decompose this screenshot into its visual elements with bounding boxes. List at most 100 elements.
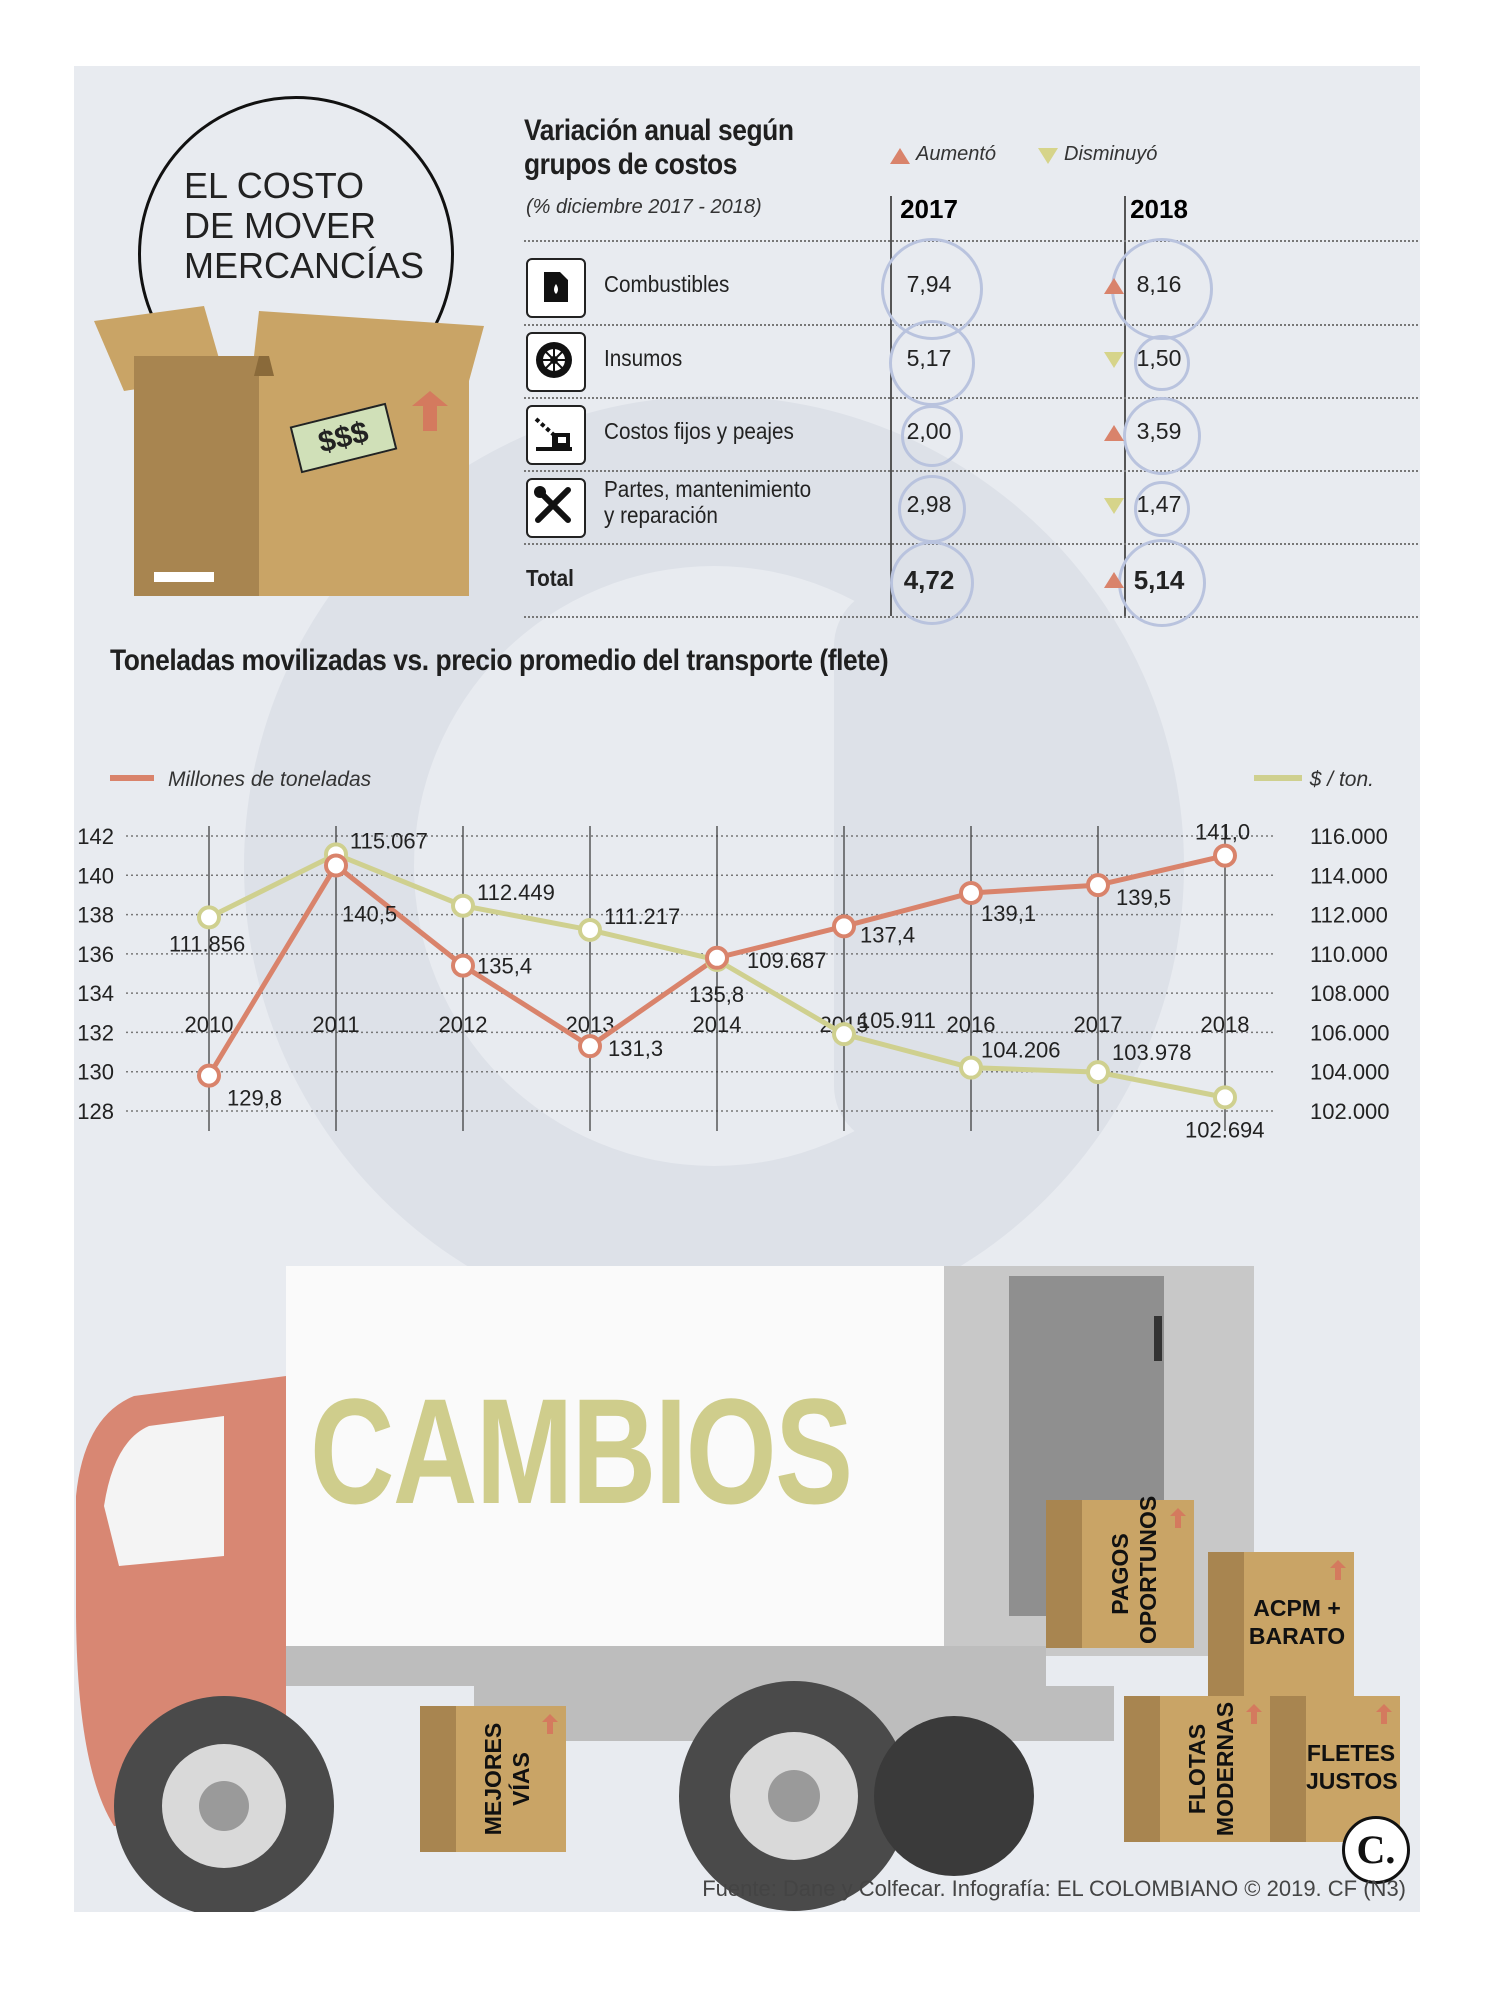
x-tick-label: 2014 [693, 1012, 742, 1037]
row-label: Partes, mantenimiento y reparación [604, 476, 811, 528]
up-arrow-icon [1330, 1560, 1346, 1580]
data-point-price [832, 1022, 856, 1047]
box-side [420, 1706, 456, 1852]
col-header-2017: 2017 [900, 194, 958, 224]
box-side [1208, 1552, 1244, 1696]
y-right-tick-label: 104.000 [1310, 1060, 1390, 1085]
table-rule [524, 324, 1420, 326]
data-point-tons [832, 914, 856, 939]
toll-gate-icon [526, 405, 586, 465]
up-triangle-icon [1104, 572, 1124, 588]
data-label-price: 112.449 [477, 880, 555, 905]
table-rule [524, 397, 1420, 399]
row-label: Costos fijos y peajes [604, 418, 794, 444]
value-ring [901, 405, 963, 467]
up-arrow-icon [1170, 1508, 1186, 1528]
row-label-line: y reparación [604, 502, 718, 528]
y-left-tick-label: 134 [77, 981, 114, 1006]
y-right-tick-label: 106.000 [1310, 1020, 1390, 1045]
y-right-tick-label: 102.000 [1310, 1099, 1390, 1124]
box-label: MEJORES VÍAS [479, 1709, 535, 1849]
data-point-price [451, 893, 475, 918]
x-tick-label: 2018 [1201, 1012, 1250, 1037]
data-point-price [578, 917, 602, 942]
down-triangle-icon [1104, 352, 1124, 368]
up-triangle-icon [890, 148, 910, 164]
box-label-line: FLOTAS [1184, 1723, 1210, 1815]
down-triangle-icon [1104, 498, 1124, 514]
box-label: PAGOS OPORTUNOS [1106, 1495, 1162, 1644]
box-label-line: BARATO [1248, 1623, 1346, 1649]
table-rule [524, 470, 1420, 472]
data-label-tons: 131,3 [608, 1036, 663, 1061]
data-label-price: 104.206 [981, 1038, 1061, 1063]
up-arrow-icon [542, 1714, 558, 1734]
data-label-price: 102.694 [1185, 1117, 1265, 1142]
cardboard-box: PAGOS OPORTUNOS [1046, 1495, 1194, 1648]
y-right-tick-label: 110.000 [1310, 942, 1388, 967]
y-right-tick-label: 114.000 [1310, 863, 1388, 888]
row-label: Insumos [604, 345, 683, 371]
value-ring [1123, 397, 1201, 475]
data-point-price [1213, 1085, 1237, 1110]
table-title-line: grupos de costos [524, 148, 738, 181]
y-right-tick-label: 108.000 [1310, 981, 1390, 1006]
data-point-tons [451, 953, 475, 978]
header-title: EL COSTO DE MOVER MERCANCÍAS [184, 166, 424, 286]
x-tick-label: 2012 [439, 1012, 488, 1037]
up-arrow-icon [1246, 1704, 1262, 1724]
header-title-line: DE MOVER [184, 205, 377, 246]
box-label: FLETES JUSTOS [1306, 1739, 1398, 1795]
box-side [1046, 1500, 1082, 1648]
header-title-line: MERCANCÍAS [184, 245, 425, 286]
table-rule [524, 543, 1420, 545]
table-title-line: Variación anual según [524, 114, 794, 147]
legend-up: Aumentó [916, 143, 997, 165]
box-label: FLOTAS MODERNAS [1183, 1699, 1239, 1839]
cardboard-box-icon [94, 306, 484, 596]
value-2017: 4,72 [903, 565, 955, 595]
y-left-tick-label: 140 [77, 863, 114, 888]
value-ring [889, 320, 975, 406]
value-ring [1134, 335, 1190, 391]
value-2017: 2,98 [906, 491, 952, 517]
value-2018: 3,59 [1136, 418, 1182, 444]
box-side [1270, 1696, 1306, 1842]
y-left-tick-label: 136 [77, 942, 114, 967]
data-label-tons: 137,4 [860, 922, 915, 947]
y-left-tick-label: 128 [77, 1099, 114, 1124]
watermark-logo-icon [244, 396, 1184, 1336]
y-right-tick-label: 116.000 [1310, 824, 1388, 849]
fuel-can-icon [526, 258, 586, 318]
data-point-tons [1086, 873, 1110, 898]
value-2017: 7,94 [906, 271, 952, 297]
box-label-line: PAGOS [1107, 1533, 1133, 1615]
tools-icon [526, 478, 586, 538]
data-label-tons: 140,5 [342, 901, 397, 926]
data-label-price: 105.911 [858, 1008, 936, 1033]
value-2018: 8,16 [1136, 271, 1182, 297]
y-left-tick-label: 132 [77, 1020, 114, 1045]
truck-banner: CAMBIOS [310, 1367, 853, 1535]
down-triangle-icon [1038, 148, 1058, 164]
brand-logo: C. [1342, 1816, 1410, 1884]
value-ring [890, 541, 974, 625]
data-point-tons [197, 1063, 221, 1088]
legend-down: Disminuyó [1064, 143, 1158, 165]
table-divider [1124, 196, 1126, 616]
data-point-tons [578, 1034, 602, 1059]
data-label-price: 109.687 [747, 948, 827, 973]
box-label: ACPM + BARATO [1244, 1594, 1350, 1650]
up-triangle-icon [1104, 278, 1124, 294]
box-label-line: OPORTUNOS [1135, 1495, 1161, 1644]
y-left-tick-label: 130 [77, 1060, 114, 1085]
source-note: Fuente: Dane y Colfecar. Infografía: EL … [702, 1876, 1406, 1901]
cardboard-box: ACPM + BARATO [1208, 1552, 1354, 1696]
data-label-tons: 139,1 [981, 901, 1036, 926]
infographic-panel: EL COSTO DE MOVER MERCANCÍAS $$$ Variaci… [74, 66, 1420, 1912]
table-rule [524, 616, 1420, 618]
data-label-tons: 135,4 [477, 954, 532, 979]
value-2018: 1,47 [1136, 491, 1182, 517]
legend-label-tons: Millones de toneladas [168, 768, 372, 791]
data-point-price [959, 1055, 983, 1080]
